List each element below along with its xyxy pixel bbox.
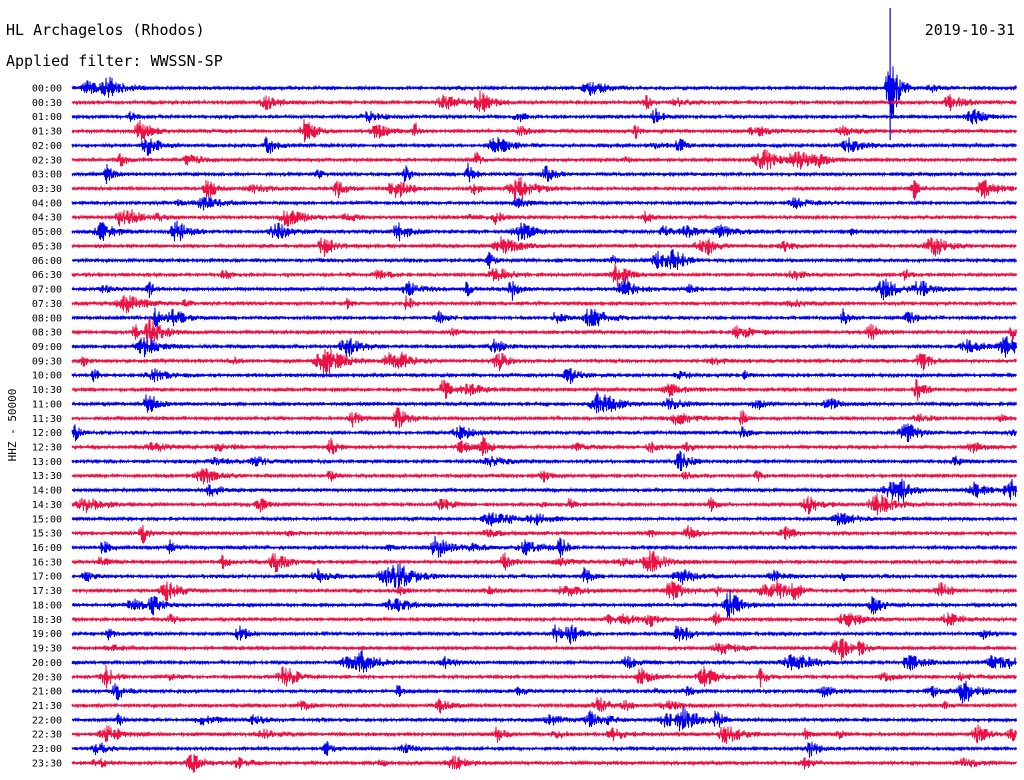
filter-label: Applied filter: WWSSN-SP bbox=[6, 52, 223, 70]
row-label-0030: 00:30 bbox=[32, 98, 62, 109]
trace-row-1530 bbox=[71, 524, 1017, 544]
row-label-1900: 19:00 bbox=[32, 629, 62, 640]
row-label-2230: 22:30 bbox=[32, 730, 62, 741]
row-label-2300: 23:00 bbox=[32, 744, 62, 755]
row-label-1100: 11:00 bbox=[32, 399, 62, 410]
trace-row-1930 bbox=[71, 638, 1017, 661]
row-label-2000: 20:00 bbox=[32, 658, 62, 669]
row-label-1300: 13:00 bbox=[32, 457, 62, 468]
row-label-0000: 00:00 bbox=[32, 84, 62, 95]
row-label-1230: 12:30 bbox=[32, 443, 62, 454]
row-label-1930: 19:30 bbox=[32, 644, 62, 655]
row-label-1630: 16:30 bbox=[32, 557, 62, 568]
row-label-0430: 04:30 bbox=[32, 213, 62, 224]
row-label-2130: 21:30 bbox=[32, 701, 62, 712]
row-label-1830: 18:30 bbox=[32, 615, 62, 626]
row-label-0530: 05:30 bbox=[32, 241, 62, 252]
channel-label: HHZ - 50000 bbox=[6, 389, 19, 462]
row-label-1400: 14:00 bbox=[32, 486, 62, 497]
row-label-0230: 02:30 bbox=[32, 155, 62, 166]
trace-row-0830 bbox=[71, 317, 1017, 344]
row-label-1730: 17:30 bbox=[32, 586, 62, 597]
row-label-1800: 18:00 bbox=[32, 600, 62, 611]
trace-row-1000 bbox=[71, 368, 1017, 385]
row-label-2200: 22:00 bbox=[32, 715, 62, 726]
row-label-0600: 06:00 bbox=[32, 256, 62, 267]
row-label-0130: 01:30 bbox=[32, 127, 62, 138]
trace-row-0000 bbox=[71, 66, 1017, 119]
row-label-0330: 03:30 bbox=[32, 184, 62, 195]
trace-row-1800 bbox=[71, 589, 1017, 619]
trace-row-2100 bbox=[71, 680, 1017, 704]
row-label-0630: 06:30 bbox=[32, 270, 62, 281]
row-label-1130: 11:30 bbox=[32, 414, 62, 425]
row-label-1200: 12:00 bbox=[32, 428, 62, 439]
trace-row-0030 bbox=[71, 90, 1017, 112]
trace-row-2000 bbox=[71, 648, 1017, 673]
trace-row-1230 bbox=[71, 436, 1017, 456]
row-label-0500: 05:00 bbox=[32, 227, 62, 238]
row-label-2330: 23:30 bbox=[32, 758, 62, 769]
row-label-0100: 01:00 bbox=[32, 112, 62, 123]
row-label-1000: 10:00 bbox=[32, 371, 62, 382]
row-label-1530: 15:30 bbox=[32, 529, 62, 540]
trace-row-1600 bbox=[71, 536, 1017, 558]
row-label-0300: 03:00 bbox=[32, 170, 62, 181]
row-label-1430: 14:30 bbox=[32, 500, 62, 511]
row-label-1500: 15:00 bbox=[32, 514, 62, 525]
trace-row-2200 bbox=[71, 706, 1017, 732]
row-label-0200: 02:00 bbox=[32, 141, 62, 152]
row-label-2100: 21:00 bbox=[32, 687, 62, 698]
row-label-1600: 16:00 bbox=[32, 543, 62, 554]
row-label-0800: 08:00 bbox=[32, 313, 62, 324]
trace-row-1100 bbox=[71, 391, 1017, 414]
row-label-1700: 17:00 bbox=[32, 572, 62, 583]
row-label-1030: 10:30 bbox=[32, 385, 62, 396]
row-label-0930: 09:30 bbox=[32, 356, 62, 367]
station-title: HL Archagelos (Rhodos) bbox=[6, 21, 205, 39]
date-label: 2019-10-31 bbox=[924, 21, 1015, 39]
row-label-2030: 20:30 bbox=[32, 672, 62, 683]
row-label-0730: 07:30 bbox=[32, 299, 62, 310]
row-label-1330: 13:30 bbox=[32, 471, 62, 482]
row-label-0830: 08:30 bbox=[32, 328, 62, 339]
row-label-0700: 07:00 bbox=[32, 285, 62, 296]
row-label-0900: 09:00 bbox=[32, 342, 62, 353]
row-label-0400: 04:00 bbox=[32, 198, 62, 209]
